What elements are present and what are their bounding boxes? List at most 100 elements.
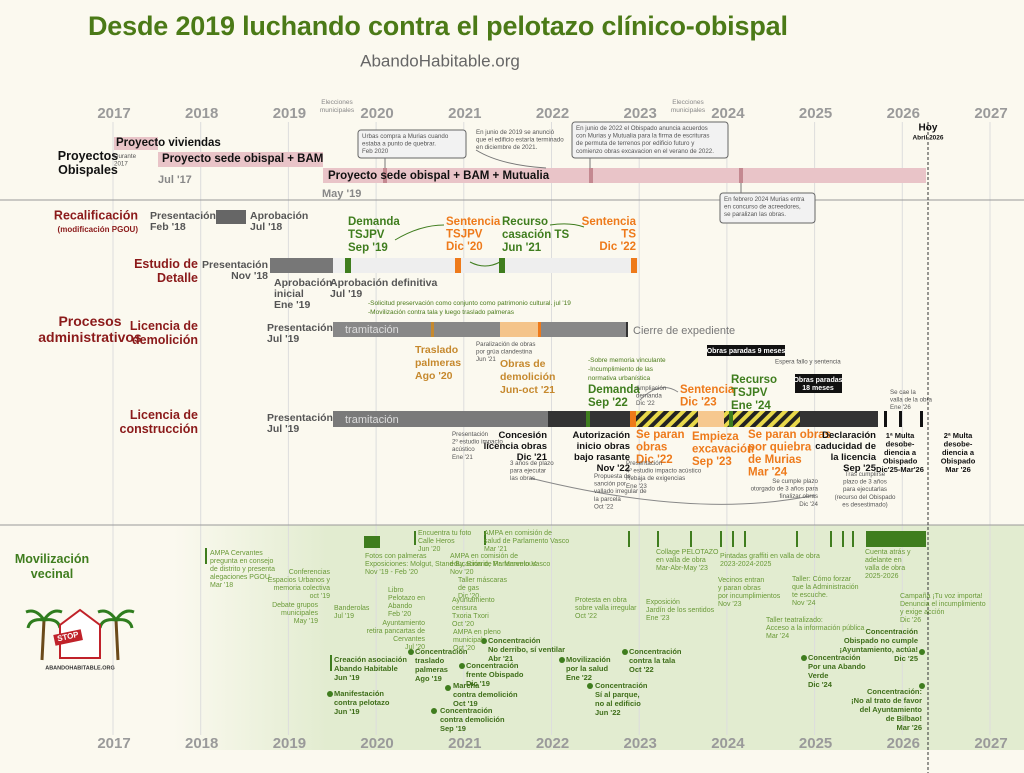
label-line: Dic '22 — [599, 241, 636, 253]
label-line: Jun '20 — [418, 546, 440, 553]
label-line: Dic'25-Mar'26 — [876, 465, 924, 474]
label-line: Taller teatralizado: — [766, 617, 823, 624]
label-line: Protesta en obra — [575, 597, 627, 604]
event: Aprobación definitiva Jul '19 — [330, 277, 438, 300]
label-line: Creación asociación — [334, 655, 407, 664]
label-line: Concentración — [629, 647, 682, 656]
event: Banderolas Jul '19 — [334, 605, 370, 620]
label-line: Oct '20 — [452, 621, 474, 628]
event: Tras cumplirse plazo de 3 años para ejecut… — [835, 471, 896, 508]
label-line: con Murias y Mutualia para la firma de e… — [576, 132, 709, 139]
label-line: diencia a — [884, 448, 917, 457]
note-box — [357, 129, 467, 159]
marker — [586, 411, 590, 427]
label-line: normativa urbanística — [588, 375, 651, 382]
label-line: (recurso del Obispado — [835, 493, 896, 500]
marker — [899, 411, 902, 427]
label-line: contra demolición — [440, 715, 505, 724]
label-line: plazo de 3 años — [843, 478, 887, 485]
mobilization-marks — [205, 531, 926, 714]
event: Taller: Cómo forzar que la Administración… — [792, 576, 859, 607]
bar — [270, 258, 333, 273]
event: Ayuntamiento retira pancartas de Cervantes… — [367, 620, 426, 651]
end-label: Cierre de expediente — [633, 325, 735, 337]
label-line: Declaración — [822, 430, 876, 441]
label-line: Sentencia — [582, 216, 637, 228]
today-date: Abril 2026 — [912, 135, 943, 142]
label-line: 2ª Multa — [944, 431, 973, 440]
label-line: Aprobación — [274, 277, 332, 289]
label-line: Propuesta de — [594, 473, 631, 480]
bar — [636, 411, 698, 427]
label-line: de Murias — [748, 454, 802, 466]
bar-date: Jul '17 — [158, 174, 192, 186]
label-line: Demanda — [588, 384, 640, 396]
event: Marcha contra demolición Oct '19 — [453, 681, 518, 708]
subtitle: AbandoHabitable.org — [360, 51, 520, 70]
label-line: Cuenta atrás y — [865, 549, 911, 556]
bar-date: Durante 2017 — [114, 153, 137, 168]
year-label: 2021 — [448, 735, 481, 752]
label-line: casación TS — [502, 229, 569, 241]
label-line: Fotos con palmeras — [365, 553, 427, 560]
note: En junio de 2019 se anunció que el edific… — [476, 129, 564, 151]
year-label: 2023 — [624, 735, 657, 752]
label-line: demolición — [500, 371, 555, 383]
elections-label: Elecciones municipales — [671, 99, 706, 114]
label-line: Denuncia el incumplimiento — [900, 601, 986, 608]
label-line: en diciembre de 2021. — [476, 144, 538, 151]
label-line: Marcha — [453, 681, 480, 690]
label-line: Paralización de obras — [476, 341, 536, 348]
row-sublabel: (modificación PGOU) — [58, 225, 139, 234]
label-line: Concesión — [498, 430, 547, 441]
label-line: Dic '20 — [458, 593, 479, 600]
year-label: 2026 — [887, 105, 920, 122]
year-label: 2025 — [799, 105, 832, 122]
label-line: palmeras — [415, 357, 461, 369]
label-line: Dic '26 — [900, 617, 921, 624]
label-line: Elecciones — [672, 99, 704, 106]
label-line: Obispado — [883, 456, 918, 465]
year-label: 2027 — [974, 735, 1007, 752]
bar — [333, 411, 548, 427]
label-line: Ene '19 — [274, 299, 311, 311]
label-line: Vecinos entran — [718, 577, 764, 584]
event: Concentración Por una Abando Verde Dic '24 — [808, 653, 866, 689]
dot — [445, 685, 451, 691]
label-line: no al edificio — [595, 699, 641, 708]
note-box — [719, 192, 816, 224]
label-line: construcción — [120, 422, 199, 436]
mark — [414, 531, 416, 545]
mark — [628, 531, 630, 547]
event: Se cumple plazo otorgado de 3 años para fi… — [751, 478, 819, 508]
label-line: Jul '19 — [267, 333, 299, 345]
marker — [431, 322, 434, 337]
event: Paralización de obras por grúa clandestin… — [476, 341, 536, 363]
label-line: administrativos — [38, 329, 142, 345]
label-line: Feb 2020 — [362, 148, 389, 155]
bar-label: tramitación — [345, 324, 399, 336]
marker — [345, 258, 351, 273]
event: 1ª Multa desobe-diencia a Obispado Dic'25-M… — [876, 431, 924, 474]
label-line: Licencia de — [130, 408, 198, 422]
label-line: la licencia — [831, 452, 877, 463]
label-line: pregunta en consejo — [210, 558, 274, 565]
marker — [631, 258, 637, 273]
event: Obras de demolición Jun-oct '21 — [500, 358, 555, 396]
year-label: 2019 — [273, 735, 306, 752]
label-line: Jul '20 — [405, 644, 425, 651]
mark — [732, 531, 734, 547]
label-line: Rebaja de exigencias — [626, 475, 685, 482]
section-label: Proyectos Obispales — [58, 149, 118, 177]
label-line: Mar '24 — [766, 633, 789, 640]
event: Encuentra tu foto Calle Heros Jun '20 — [418, 530, 471, 553]
label-line: Jun '21 — [502, 242, 542, 254]
label-line: Empieza — [692, 431, 739, 443]
label-line: Encuentra tu foto — [418, 530, 471, 537]
label-line: Dic '24 — [799, 500, 818, 507]
label-line: Jun '19 — [334, 707, 360, 716]
mark — [866, 531, 926, 547]
label-line: Ene '22 — [566, 673, 592, 682]
event: Concesión licencia obras Dic '21 — [484, 430, 548, 463]
